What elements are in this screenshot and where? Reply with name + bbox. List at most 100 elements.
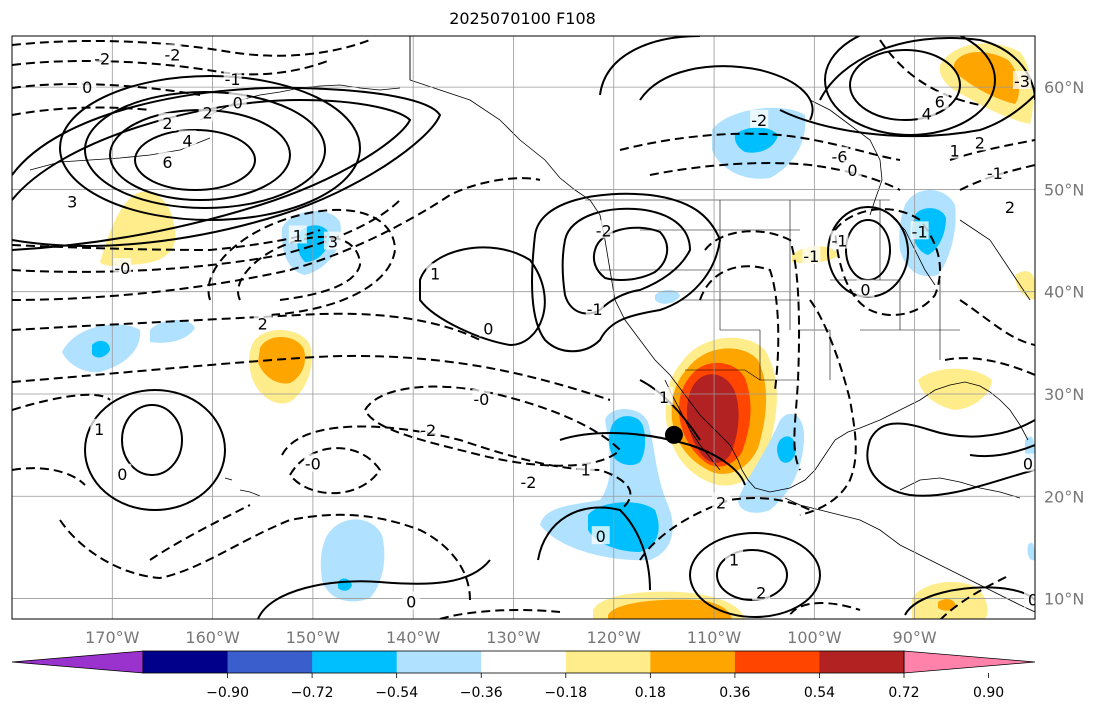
- latitude-tick-labels: 10°N 20°N 30°N 40°N 50°N 60°N: [1044, 78, 1084, 608]
- warm-anomaly-gulf: [918, 368, 992, 410]
- contour-negative: [12, 393, 111, 411]
- colorbar: [11, 650, 1036, 678]
- contour-label: 2: [202, 104, 212, 123]
- contour-positive: [12, 98, 412, 251]
- colorbar-tick-label: 0.36: [719, 685, 750, 701]
- colorbar-extend-high: [903, 650, 1036, 674]
- contour-label: -1: [987, 164, 1003, 183]
- contour-positive: [559, 432, 746, 486]
- map-frame: [11, 35, 1036, 620]
- cool-anomaly-pacific-s: [320, 519, 385, 602]
- cool-anomaly-pacific-w-2: [92, 340, 110, 358]
- longitude-tick-label: 140°W: [386, 628, 441, 647]
- contour-negative: [281, 425, 632, 511]
- contour-positive: [592, 226, 669, 281]
- contour-label: -1: [912, 222, 928, 241]
- contour-label-background: [457, 621, 475, 639]
- contour-label: -0: [305, 455, 321, 474]
- contour-label: 1: [729, 551, 739, 570]
- contour-label: -1: [831, 232, 847, 251]
- contour-label: 2: [756, 583, 766, 602]
- latitude-tick-label: 40°N: [1044, 283, 1084, 302]
- contour-label-background: [802, 245, 821, 264]
- colorbar-segment: [143, 651, 229, 673]
- colorbar-segment: [565, 651, 651, 673]
- contour-negative: [12, 354, 611, 401]
- contour-label: -2: [420, 421, 436, 440]
- contour-label-background: [426, 263, 445, 282]
- contour-positive: [537, 506, 651, 591]
- contour-label: -0: [473, 390, 489, 409]
- colorbar-tick-label: 0.18: [635, 685, 666, 701]
- contour-label-background: [856, 279, 875, 298]
- contour-negative: [649, 162, 901, 191]
- contour-label-background: [945, 140, 964, 159]
- cool-anomaly-baja-2: [609, 416, 646, 466]
- contour-label-background: [303, 453, 322, 472]
- contour-label-background: [910, 221, 929, 240]
- contour-negative: [12, 199, 401, 273]
- colorbar-tick-label: −0.36: [460, 685, 503, 701]
- contour-label: 2: [975, 133, 985, 152]
- contour-label-background: [90, 418, 109, 437]
- contour-label-background: [1029, 612, 1035, 619]
- contour-label-background: [93, 48, 112, 67]
- contour-label-background: [654, 387, 673, 406]
- contour-label-background: [585, 299, 604, 318]
- contour-label: 1: [659, 388, 669, 407]
- colorbar-tick-label: 0.90: [973, 685, 1004, 701]
- contour-positive: [419, 246, 546, 347]
- contour-negative: [799, 299, 857, 516]
- colorbar-segment: [396, 651, 482, 673]
- contour-label: 3: [328, 233, 338, 252]
- colorbar-extend-low: [11, 650, 144, 674]
- latitude-tick-label: 30°N: [1044, 385, 1084, 404]
- contour-label-background: [712, 492, 731, 511]
- contour-negative: [944, 357, 1035, 376]
- contour-negative: [439, 609, 561, 619]
- longitude-tick-labels: 170°W 160°W 150°W 140°W 130°W 120°W 110°W 100°W…: [85, 628, 937, 647]
- contour-negative: [12, 59, 331, 76]
- contour-negative: [12, 229, 321, 252]
- contour-label-background: [253, 313, 272, 332]
- contour-negative: [12, 312, 481, 341]
- colorbar-tick-label: 0.72: [888, 685, 919, 701]
- cool-anomaly-great-lakes-2: [912, 208, 946, 255]
- contour-positive: [12, 86, 442, 247]
- contour-positive: [969, 444, 1035, 458]
- contour-label-background: [519, 471, 538, 490]
- contour-positive: [779, 94, 1035, 138]
- colorbar-tick-labels: −0.90 −0.72 −0.54 −0.36 −0.18 0.18 0.36 0.54 0.7…: [206, 685, 1004, 701]
- contour-label: 0: [82, 78, 92, 97]
- contour-positive: [121, 404, 183, 476]
- contour-negative: [704, 230, 801, 471]
- contour-negative: [59, 513, 471, 601]
- contour-positive: [866, 419, 1035, 497]
- contour-label-background: [158, 112, 177, 131]
- contour-label: 0: [1028, 591, 1038, 610]
- contour-label: -3: [1014, 72, 1030, 91]
- contour-label-background: [223, 68, 242, 87]
- contours: [12, 36, 1035, 619]
- contour-negative: [237, 235, 362, 301]
- contour-label: 2: [258, 314, 268, 333]
- colorbar-segment: [481, 651, 567, 673]
- warm-anomaly-aleutian: [100, 191, 176, 266]
- longitude-tick-label: 110°W: [687, 628, 742, 647]
- latitude-tick-label: 20°N: [1044, 487, 1084, 506]
- contour-positive: [849, 49, 961, 121]
- contour-label-background: [419, 419, 438, 438]
- contour-label-background: [843, 159, 862, 178]
- warm-anomaly-caribbean-2: [938, 598, 956, 611]
- contour-label: 0: [1033, 613, 1043, 632]
- colorbar-outline: [142, 650, 905, 674]
- longitude-tick-label: 170°W: [85, 628, 140, 647]
- contour-negative: [288, 447, 382, 495]
- contour-label: 1: [293, 226, 303, 245]
- contour-negative: [959, 299, 1035, 346]
- contour-positive: [84, 389, 226, 511]
- contour-negative: [949, 139, 1035, 161]
- colorbar-tick-label: 0.54: [804, 685, 835, 701]
